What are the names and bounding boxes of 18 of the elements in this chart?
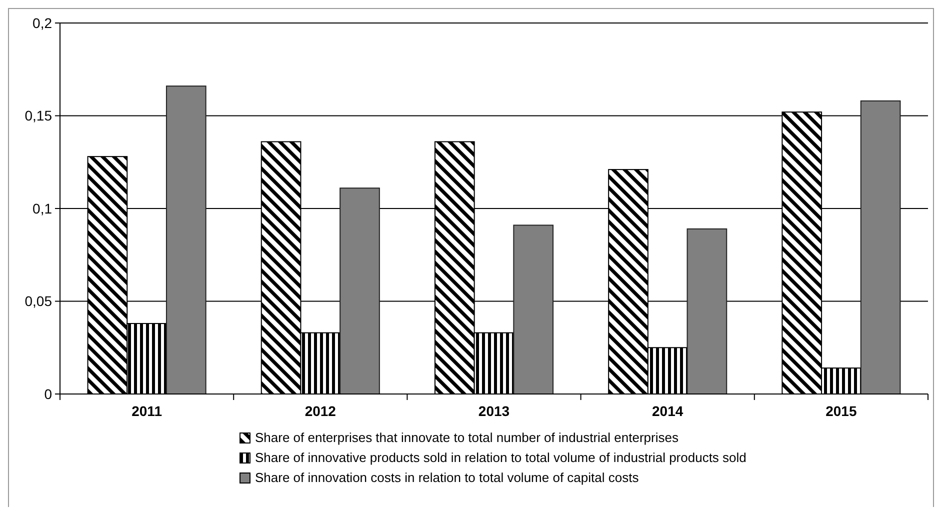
x-tick-label: 2015 xyxy=(826,403,857,419)
x-tick-label: 2013 xyxy=(478,403,510,419)
y-tick-label: 0,15 xyxy=(24,108,52,124)
bar xyxy=(166,86,206,394)
legend-label: Share of innovative products sold in relation to total volume of industrial products sold xyxy=(255,450,746,465)
y-tick-label: 0,1 xyxy=(32,200,52,216)
x-tick-label: 2014 xyxy=(652,403,684,419)
y-tick-label: 0,2 xyxy=(32,14,52,31)
y-tick-label: 0,05 xyxy=(24,293,52,310)
y-tick-label: 0 xyxy=(44,386,52,402)
bar xyxy=(686,228,728,394)
x-tick-label: 2012 xyxy=(304,403,336,419)
legend-label: Share of enterprises that innovate to total number of industrial enterprises xyxy=(255,430,679,445)
legend-label: Share of innovation costs in relation to total volume of capital costs xyxy=(255,470,640,485)
x-tick-label: 2011 xyxy=(132,403,162,419)
bar xyxy=(340,188,380,394)
bar xyxy=(860,100,901,394)
bar xyxy=(513,224,554,394)
